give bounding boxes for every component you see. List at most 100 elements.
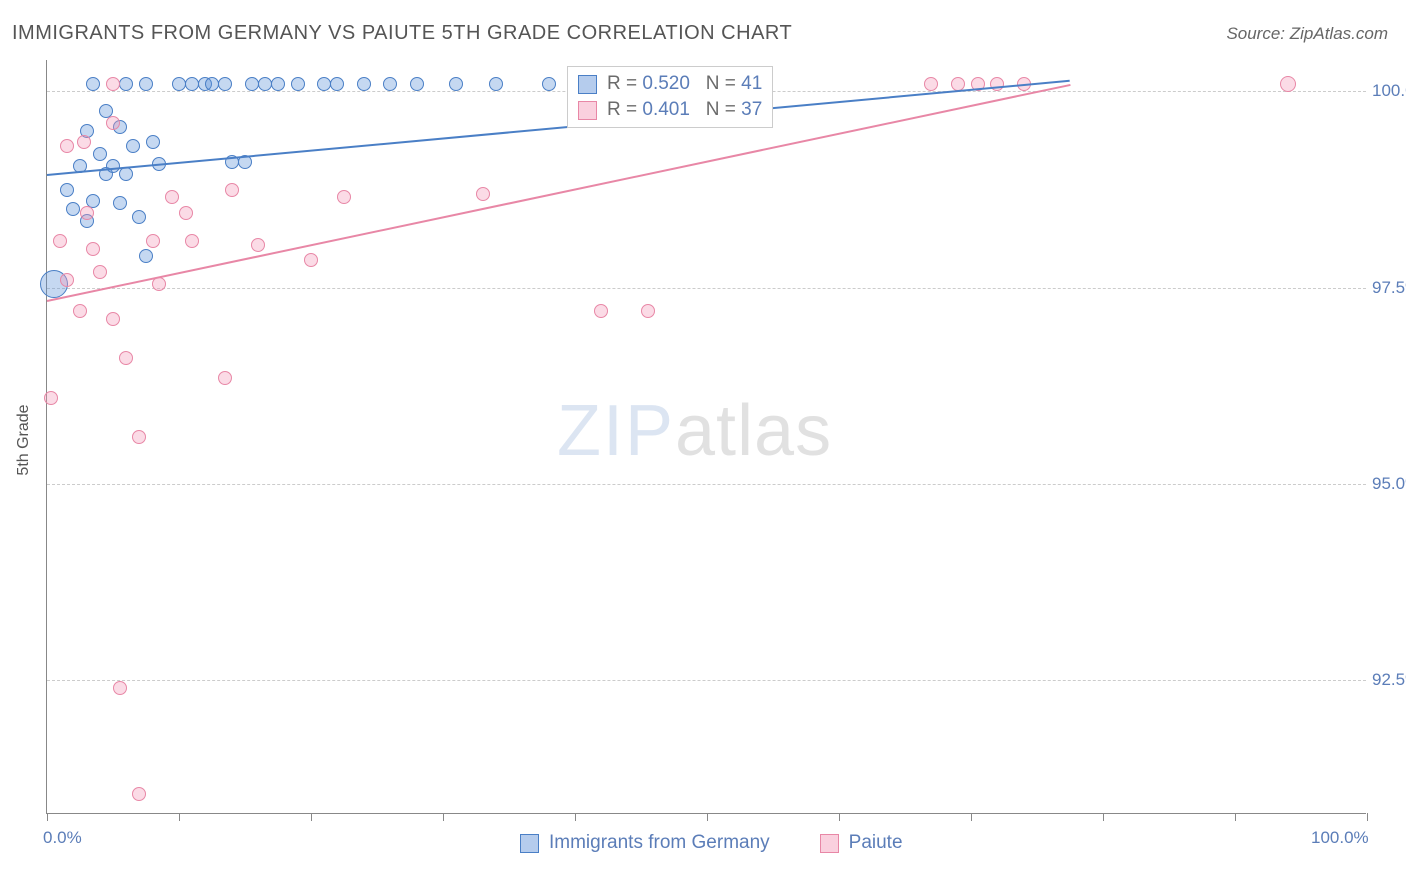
- data-point-paiute: [594, 304, 608, 318]
- stats-swatch-germany: [578, 75, 597, 94]
- data-point-germany: [126, 139, 140, 153]
- x-tick-mark: [179, 813, 180, 821]
- data-point-germany: [357, 77, 371, 91]
- watermark-part2: atlas: [675, 391, 832, 471]
- data-point-germany: [66, 202, 80, 216]
- legend-swatch-paiute: [820, 834, 839, 853]
- stats-legend: R = 0.520 N = 41 R = 0.401 N = 37: [567, 66, 773, 128]
- data-point-paiute: [146, 234, 160, 248]
- y-tick-label: 92.5%: [1372, 670, 1406, 690]
- y-tick-label: 97.5%: [1372, 278, 1406, 298]
- data-point-paiute: [476, 187, 490, 201]
- gridline: [47, 484, 1366, 485]
- x-tick-mark: [1103, 813, 1104, 821]
- data-point-paiute: [132, 430, 146, 444]
- y-tick-label: 100.0%: [1372, 81, 1406, 101]
- data-point-paiute: [641, 304, 655, 318]
- data-point-paiute: [73, 304, 87, 318]
- data-point-paiute: [218, 371, 232, 385]
- data-point-paiute: [951, 77, 965, 91]
- x-tick-mark: [575, 813, 576, 821]
- series-legend: Immigrants from Germany Paiute: [520, 832, 903, 854]
- data-point-paiute: [93, 265, 107, 279]
- data-point-paiute: [80, 206, 94, 220]
- data-point-germany: [113, 196, 127, 210]
- data-point-paiute: [132, 787, 146, 801]
- data-point-paiute: [924, 77, 938, 91]
- data-point-paiute: [60, 139, 74, 153]
- data-point-paiute: [251, 238, 265, 252]
- legend-label-paiute: Paiute: [849, 832, 903, 854]
- stats-text-paiute: R = 0.401 N = 37: [607, 99, 762, 121]
- data-point-paiute: [165, 190, 179, 204]
- data-point-germany: [449, 77, 463, 91]
- trendline-germany: [47, 80, 1070, 176]
- data-point-germany: [172, 77, 186, 91]
- x-tick-label: 0.0%: [43, 828, 82, 848]
- data-point-paiute: [106, 312, 120, 326]
- data-point-germany: [132, 210, 146, 224]
- data-point-germany: [218, 77, 232, 91]
- data-point-paiute: [60, 273, 74, 287]
- data-point-paiute: [86, 242, 100, 256]
- data-point-germany: [106, 159, 120, 173]
- legend-item-germany: Immigrants from Germany: [520, 832, 770, 854]
- x-tick-mark: [311, 813, 312, 821]
- stats-legend-row-germany: R = 0.520 N = 41: [578, 71, 762, 97]
- legend-label-germany: Immigrants from Germany: [549, 832, 770, 854]
- data-point-paiute: [1280, 76, 1296, 92]
- gridline: [47, 288, 1366, 289]
- data-point-germany: [489, 77, 503, 91]
- data-point-paiute: [44, 391, 58, 405]
- data-point-germany: [245, 77, 259, 91]
- x-tick-mark: [707, 813, 708, 821]
- data-point-germany: [60, 183, 74, 197]
- data-point-paiute: [77, 135, 91, 149]
- data-point-paiute: [113, 681, 127, 695]
- data-point-germany: [410, 77, 424, 91]
- data-point-paiute: [304, 253, 318, 267]
- stats-legend-row-paiute: R = 0.401 N = 37: [578, 97, 762, 123]
- gridline: [47, 680, 1366, 681]
- data-point-germany: [185, 77, 199, 91]
- chart-title: IMMIGRANTS FROM GERMANY VS PAIUTE 5TH GR…: [12, 22, 792, 45]
- data-point-germany: [119, 77, 133, 91]
- data-point-paiute: [106, 116, 120, 130]
- y-axis-label: 5th Grade: [15, 404, 33, 475]
- data-point-germany: [542, 77, 556, 91]
- data-point-germany: [146, 135, 160, 149]
- source-attribution: Source: ZipAtlas.com: [1226, 24, 1388, 44]
- plot-area: ZIPatlas 92.5%95.0%97.5%100.0%0.0%100.0%…: [46, 60, 1366, 814]
- x-tick-label: 100.0%: [1311, 828, 1369, 848]
- data-point-paiute: [185, 234, 199, 248]
- x-tick-mark: [1235, 813, 1236, 821]
- watermark-part1: ZIP: [557, 391, 675, 471]
- data-point-paiute: [225, 183, 239, 197]
- data-point-germany: [383, 77, 397, 91]
- watermark: ZIPatlas: [557, 390, 832, 472]
- data-point-germany: [139, 249, 153, 263]
- data-point-germany: [205, 77, 219, 91]
- data-point-germany: [330, 77, 344, 91]
- data-point-germany: [93, 147, 107, 161]
- x-tick-mark: [1367, 813, 1368, 821]
- legend-swatch-germany: [520, 834, 539, 853]
- data-point-germany: [139, 77, 153, 91]
- data-point-paiute: [179, 206, 193, 220]
- data-point-paiute: [53, 234, 67, 248]
- chart-container: IMMIGRANTS FROM GERMANY VS PAIUTE 5TH GR…: [0, 0, 1406, 892]
- legend-item-paiute: Paiute: [820, 832, 903, 854]
- data-point-germany: [291, 77, 305, 91]
- stats-text-germany: R = 0.520 N = 41: [607, 73, 762, 95]
- x-tick-mark: [839, 813, 840, 821]
- data-point-germany: [86, 77, 100, 91]
- trendline-paiute: [47, 84, 1070, 302]
- data-point-paiute: [119, 351, 133, 365]
- x-tick-mark: [971, 813, 972, 821]
- stats-swatch-paiute: [578, 101, 597, 120]
- data-point-paiute: [337, 190, 351, 204]
- data-point-germany: [258, 77, 272, 91]
- data-point-paiute: [106, 77, 120, 91]
- x-tick-mark: [47, 813, 48, 821]
- data-point-germany: [271, 77, 285, 91]
